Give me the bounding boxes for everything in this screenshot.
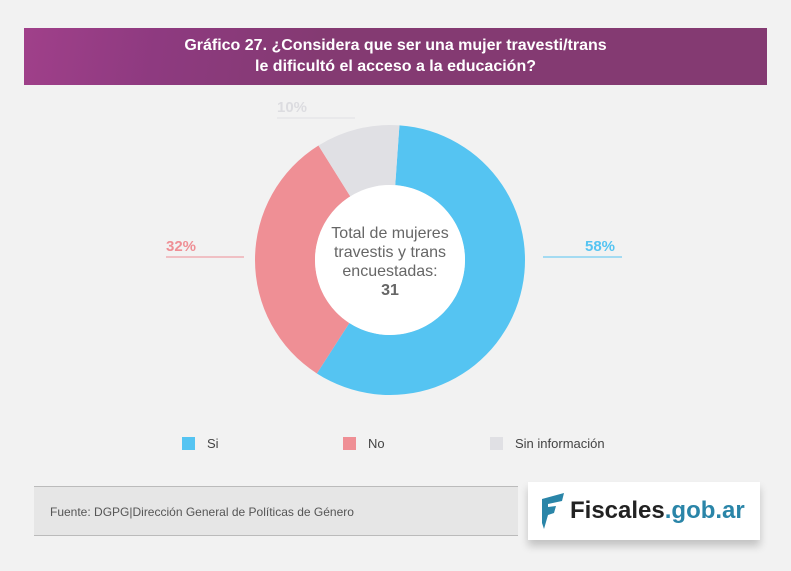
legend-swatch [343,437,356,450]
logo-text-gobar: .gob.ar [664,497,745,524]
slice-si [316,125,525,395]
legend-swatch [490,437,503,450]
chart-title: Gráfico 27. ¿Considera que ser una mujer… [24,28,767,85]
legend-si: Si [182,436,219,451]
logo-flag-icon [542,493,564,529]
slice-sin-info [318,124,400,197]
legend-text: Sin información [515,436,605,451]
source-note: Fuente: DGPG|Dirección General de Políti… [34,486,518,536]
title-line-1: Gráfico 27. ¿Considera que ser una mujer… [184,37,607,54]
title-line-2: le dificultó el acceso a la educación? [255,58,536,75]
legend-sin-info: Sin información [490,436,605,451]
center-value: 31 [381,282,399,299]
label-sin-info: 10% [277,99,308,116]
legend-text: No [368,436,385,451]
fiscales-logo: Fiscales .gob.ar [528,482,760,540]
donut-hole [315,185,465,335]
legend-text: Si [207,436,219,451]
legend-no: No [343,436,385,451]
label-si: 58% [585,238,616,255]
center-label: Total de mujeres travestis y trans encue… [315,224,465,300]
center-text: Total de mujeres travestis y trans encue… [331,225,449,280]
logo-text-fiscales: Fiscales [570,497,665,524]
slice-no [254,145,351,374]
label-no: 32% [166,238,197,255]
legend-swatch [182,437,195,450]
